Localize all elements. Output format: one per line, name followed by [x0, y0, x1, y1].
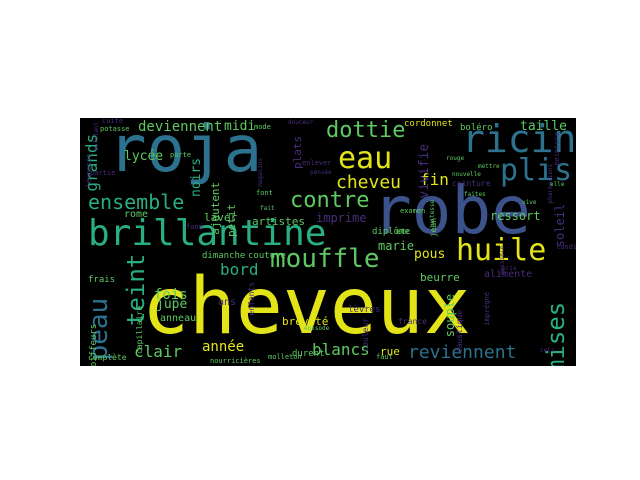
cloud-word: justesse	[429, 199, 436, 229]
cloud-word: mettre	[478, 163, 500, 170]
cloud-word: molleton	[268, 353, 302, 361]
cloud-word: peinture	[553, 131, 561, 166]
cloud-word: etc	[396, 227, 411, 236]
cloud-word: robe	[372, 172, 531, 249]
cloud-word: lycée	[124, 149, 164, 164]
cloud-word: fin	[420, 170, 449, 189]
cloud-word: brillantine	[88, 213, 327, 254]
cloud-word: examen	[400, 207, 426, 215]
cloud-word: midi	[224, 119, 256, 134]
cloud-word: vivifie	[417, 143, 432, 199]
cloud-word: faut	[376, 353, 393, 361]
cloud-word: boléro	[460, 123, 493, 133]
cloud-word: rouge	[446, 155, 465, 162]
cloud-word: plis	[500, 153, 573, 188]
cloud-word: ressort	[490, 209, 541, 223]
cloud-word: pous	[414, 247, 446, 262]
cloud-word: anneau	[160, 313, 197, 324]
cloud-word: contre	[290, 188, 370, 213]
word-cloud: cheveux robe roja brillantine huile mouffle ri…	[80, 118, 576, 366]
cloud-word: nouvelle	[452, 171, 481, 178]
cloud-word: imprime	[316, 211, 367, 225]
cloud-word: artistes	[252, 215, 305, 228]
cloud-word: fond	[186, 223, 203, 231]
cloud-word: petit	[225, 203, 238, 237]
cloud-word: capillaire	[135, 305, 144, 354]
cloud-word: couleur	[361, 317, 370, 352]
cloud-word: potasse	[100, 125, 130, 133]
cloud-word: rue	[380, 345, 400, 358]
cloud-word: ricin	[462, 118, 576, 161]
cloud-word: partie	[90, 169, 116, 177]
cloud-word: eau	[338, 141, 393, 176]
cloud-word: mises	[542, 301, 570, 366]
cloud-word: possible	[499, 245, 506, 275]
cloud-word: imprégné	[483, 291, 491, 326]
cloud-word: cheveux	[142, 262, 471, 352]
cloud-word: douceur	[288, 119, 314, 126]
cloud-word: bord	[220, 260, 259, 279]
cloud-word: enfilant	[93, 121, 100, 151]
cloud-word: cheveu	[336, 172, 402, 193]
cloud-word: fois	[154, 287, 188, 303]
cloud-word: complète	[88, 353, 127, 362]
cloud-word: marie	[378, 239, 415, 253]
cloud-word: enfants	[247, 281, 256, 316]
cloud-word: année	[202, 339, 245, 355]
cloud-word: noirs	[189, 157, 204, 197]
cloud-word: dimanche	[202, 251, 246, 261]
cloud-word: beurre	[420, 271, 460, 284]
cloud-word: couture	[248, 251, 286, 261]
cloud-word: vive	[522, 199, 537, 206]
cloud-word: laver	[204, 211, 238, 224]
cloud-word: rome	[124, 209, 149, 220]
cloud-word: jupe	[156, 297, 188, 312]
cloud-word: dottie	[326, 118, 406, 143]
cloud-word: pensée	[310, 169, 332, 176]
cloud-word: elle	[550, 181, 565, 188]
cloud-word: lundi	[556, 243, 576, 251]
cloud-word: ensemble	[88, 190, 185, 214]
cloud-word: mouffle	[270, 244, 380, 274]
cloud-word: enlever	[302, 159, 332, 167]
cloud-word: clair	[134, 342, 183, 361]
cloud-word: caustique	[455, 309, 464, 354]
cloud-word: fait	[260, 205, 275, 212]
cloud-word: mode	[254, 123, 271, 131]
cloud-word: ceinture	[452, 179, 491, 188]
cloud-word: taille	[520, 119, 567, 134]
cloud-word: faites	[464, 191, 486, 198]
cloud-word: blancs	[312, 340, 370, 359]
cloud-word: breveté	[282, 315, 329, 328]
cloud-word: ajoutent	[209, 181, 222, 235]
cloud-word: diplôme	[372, 227, 410, 237]
cloud-word: cordonnet	[404, 119, 453, 129]
cloud-word: cela	[540, 347, 555, 354]
cloud-word: lèvres	[348, 305, 381, 315]
cloud-word: prix	[502, 265, 517, 272]
cloud-word: deviennent	[138, 119, 223, 135]
cloud-word: épisode	[304, 325, 330, 332]
cloud-word: frais	[88, 275, 116, 285]
cloud-word: porte	[170, 151, 192, 159]
cloud-word: durent	[292, 349, 325, 359]
cloud-word: nourricières	[210, 357, 261, 365]
cloud-word: reviennent	[408, 342, 517, 363]
cloud-word: cuite	[102, 118, 124, 125]
cloud-word: magasins	[257, 157, 264, 187]
cloud-word: alimente	[484, 269, 533, 280]
cloud-word: ans	[218, 297, 237, 308]
cloud-word: font	[256, 189, 273, 197]
cloud-word: france	[398, 317, 427, 326]
cloud-word: soleil	[553, 203, 567, 248]
cloud-word: huile	[456, 233, 547, 268]
cloud-word: roja	[108, 118, 263, 187]
